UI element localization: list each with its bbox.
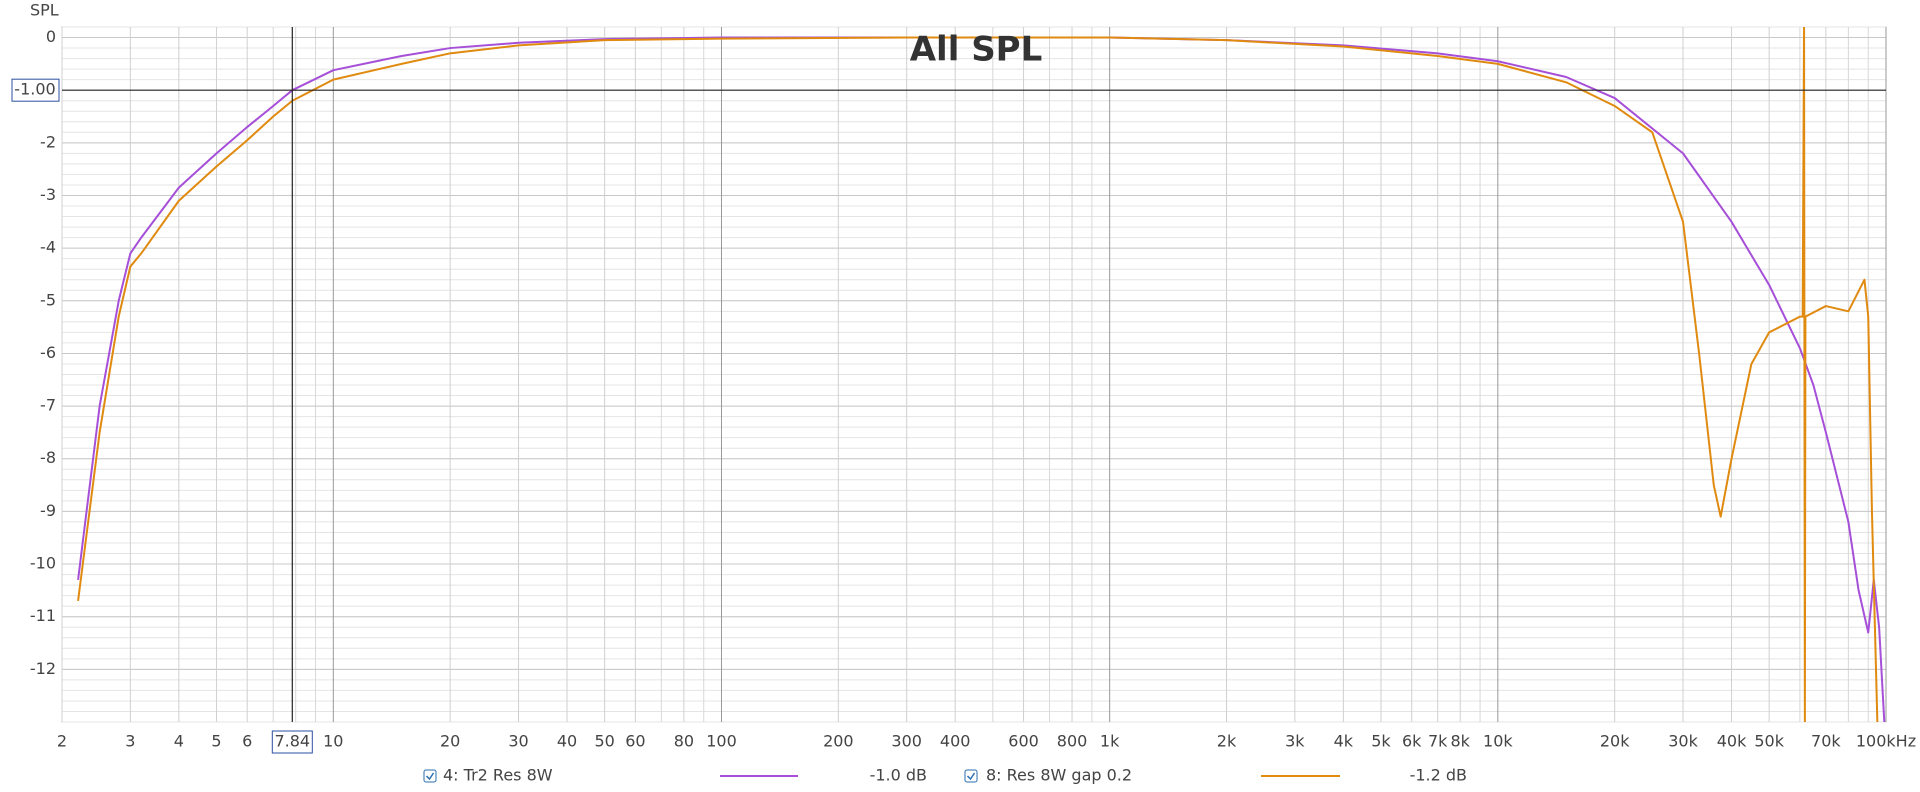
y-tick-label: -11 — [30, 606, 56, 625]
y-tick-label: -3 — [40, 185, 56, 204]
y-tick-label: -5 — [40, 290, 56, 309]
series-lines — [77, 27, 1886, 722]
cursor-label-box — [11, 78, 60, 102]
y-tick-label: -6 — [40, 343, 56, 362]
y-axis-label: SPL — [30, 1, 59, 20]
x-tick-label: 400 — [940, 732, 971, 751]
legend-label: 4: Tr2 Res 8W — [443, 766, 553, 785]
y-tick-label: -4 — [40, 238, 56, 257]
x-tick-label: 6 — [242, 732, 252, 751]
grid — [61, 26, 1887, 723]
legend-checkbox[interactable] — [964, 769, 978, 783]
series-line — [77, 27, 1879, 722]
x-tick-label: 10k — [1483, 732, 1513, 751]
y-tick-label: 0 — [46, 27, 56, 46]
x-tick-label: 4k — [1334, 732, 1354, 751]
y-tick-label: -9 — [40, 501, 56, 520]
x-tick-label: 40 — [557, 732, 577, 751]
x-tick-label: 3 — [125, 732, 135, 751]
cursor-y-label: -1.00 — [14, 80, 55, 99]
x-tick-label: 100kHz — [1856, 732, 1916, 751]
x-tick-label: 5k — [1371, 732, 1391, 751]
x-tick-label: 2k — [1217, 732, 1237, 751]
y-tick-label: -10 — [30, 554, 56, 573]
y-tick-label: -2 — [40, 132, 56, 151]
cursor-x-label: 7.84 — [274, 732, 310, 751]
x-tick-label: 3k — [1285, 732, 1305, 751]
x-tick-label: 60 — [625, 732, 645, 751]
x-tick-label: 1k — [1100, 732, 1120, 751]
x-tick-label: 600 — [1008, 732, 1039, 751]
x-tick-label: 20 — [440, 732, 460, 751]
cursor-label-box — [271, 730, 313, 754]
x-tick-label: 5 — [211, 732, 221, 751]
x-tick-label: 300 — [891, 732, 922, 751]
y-tick-label: -7 — [40, 396, 56, 415]
legend-readout: -1.2 dB — [1410, 766, 1467, 785]
x-tick-label: 30k — [1668, 732, 1698, 751]
x-tick-label: 70k — [1811, 732, 1841, 751]
legend-check — [425, 772, 435, 781]
x-tick-label: 200 — [823, 732, 854, 751]
legend-label: 8: Res 8W gap 0.2 — [986, 766, 1132, 785]
legend-check — [966, 772, 976, 781]
legend-checkbox[interactable] — [423, 769, 437, 783]
x-tick-label: 80 — [674, 732, 694, 751]
x-tick-label: 20k — [1600, 732, 1630, 751]
chart-title: All SPL — [910, 30, 1043, 70]
x-tick-label: 100 — [706, 732, 737, 751]
x-tick-label: 7k — [1428, 732, 1448, 751]
x-tick-label: 50k — [1754, 732, 1784, 751]
x-tick-label: 800 — [1057, 732, 1088, 751]
x-tick-label: 10 — [323, 732, 343, 751]
x-tick-label: 6k — [1402, 732, 1422, 751]
x-tick-label: 40k — [1717, 732, 1747, 751]
x-tick-label: 2 — [57, 732, 67, 751]
legend-readout: -1.0 dB — [870, 766, 927, 785]
x-tick-label: 50 — [594, 732, 614, 751]
x-tick-label: 8k — [1450, 732, 1470, 751]
y-tick-label: -12 — [30, 659, 56, 678]
x-tick-label: 30 — [508, 732, 528, 751]
y-tick-label: -8 — [40, 448, 56, 467]
labels: 0 -2 -3 -4 -5 -6 -7 -8 -9 -10 -11 -12 2 3 4 5 6 10 20 30 40 5… — [30, 27, 1916, 750]
x-tick-label: 4 — [174, 732, 184, 751]
